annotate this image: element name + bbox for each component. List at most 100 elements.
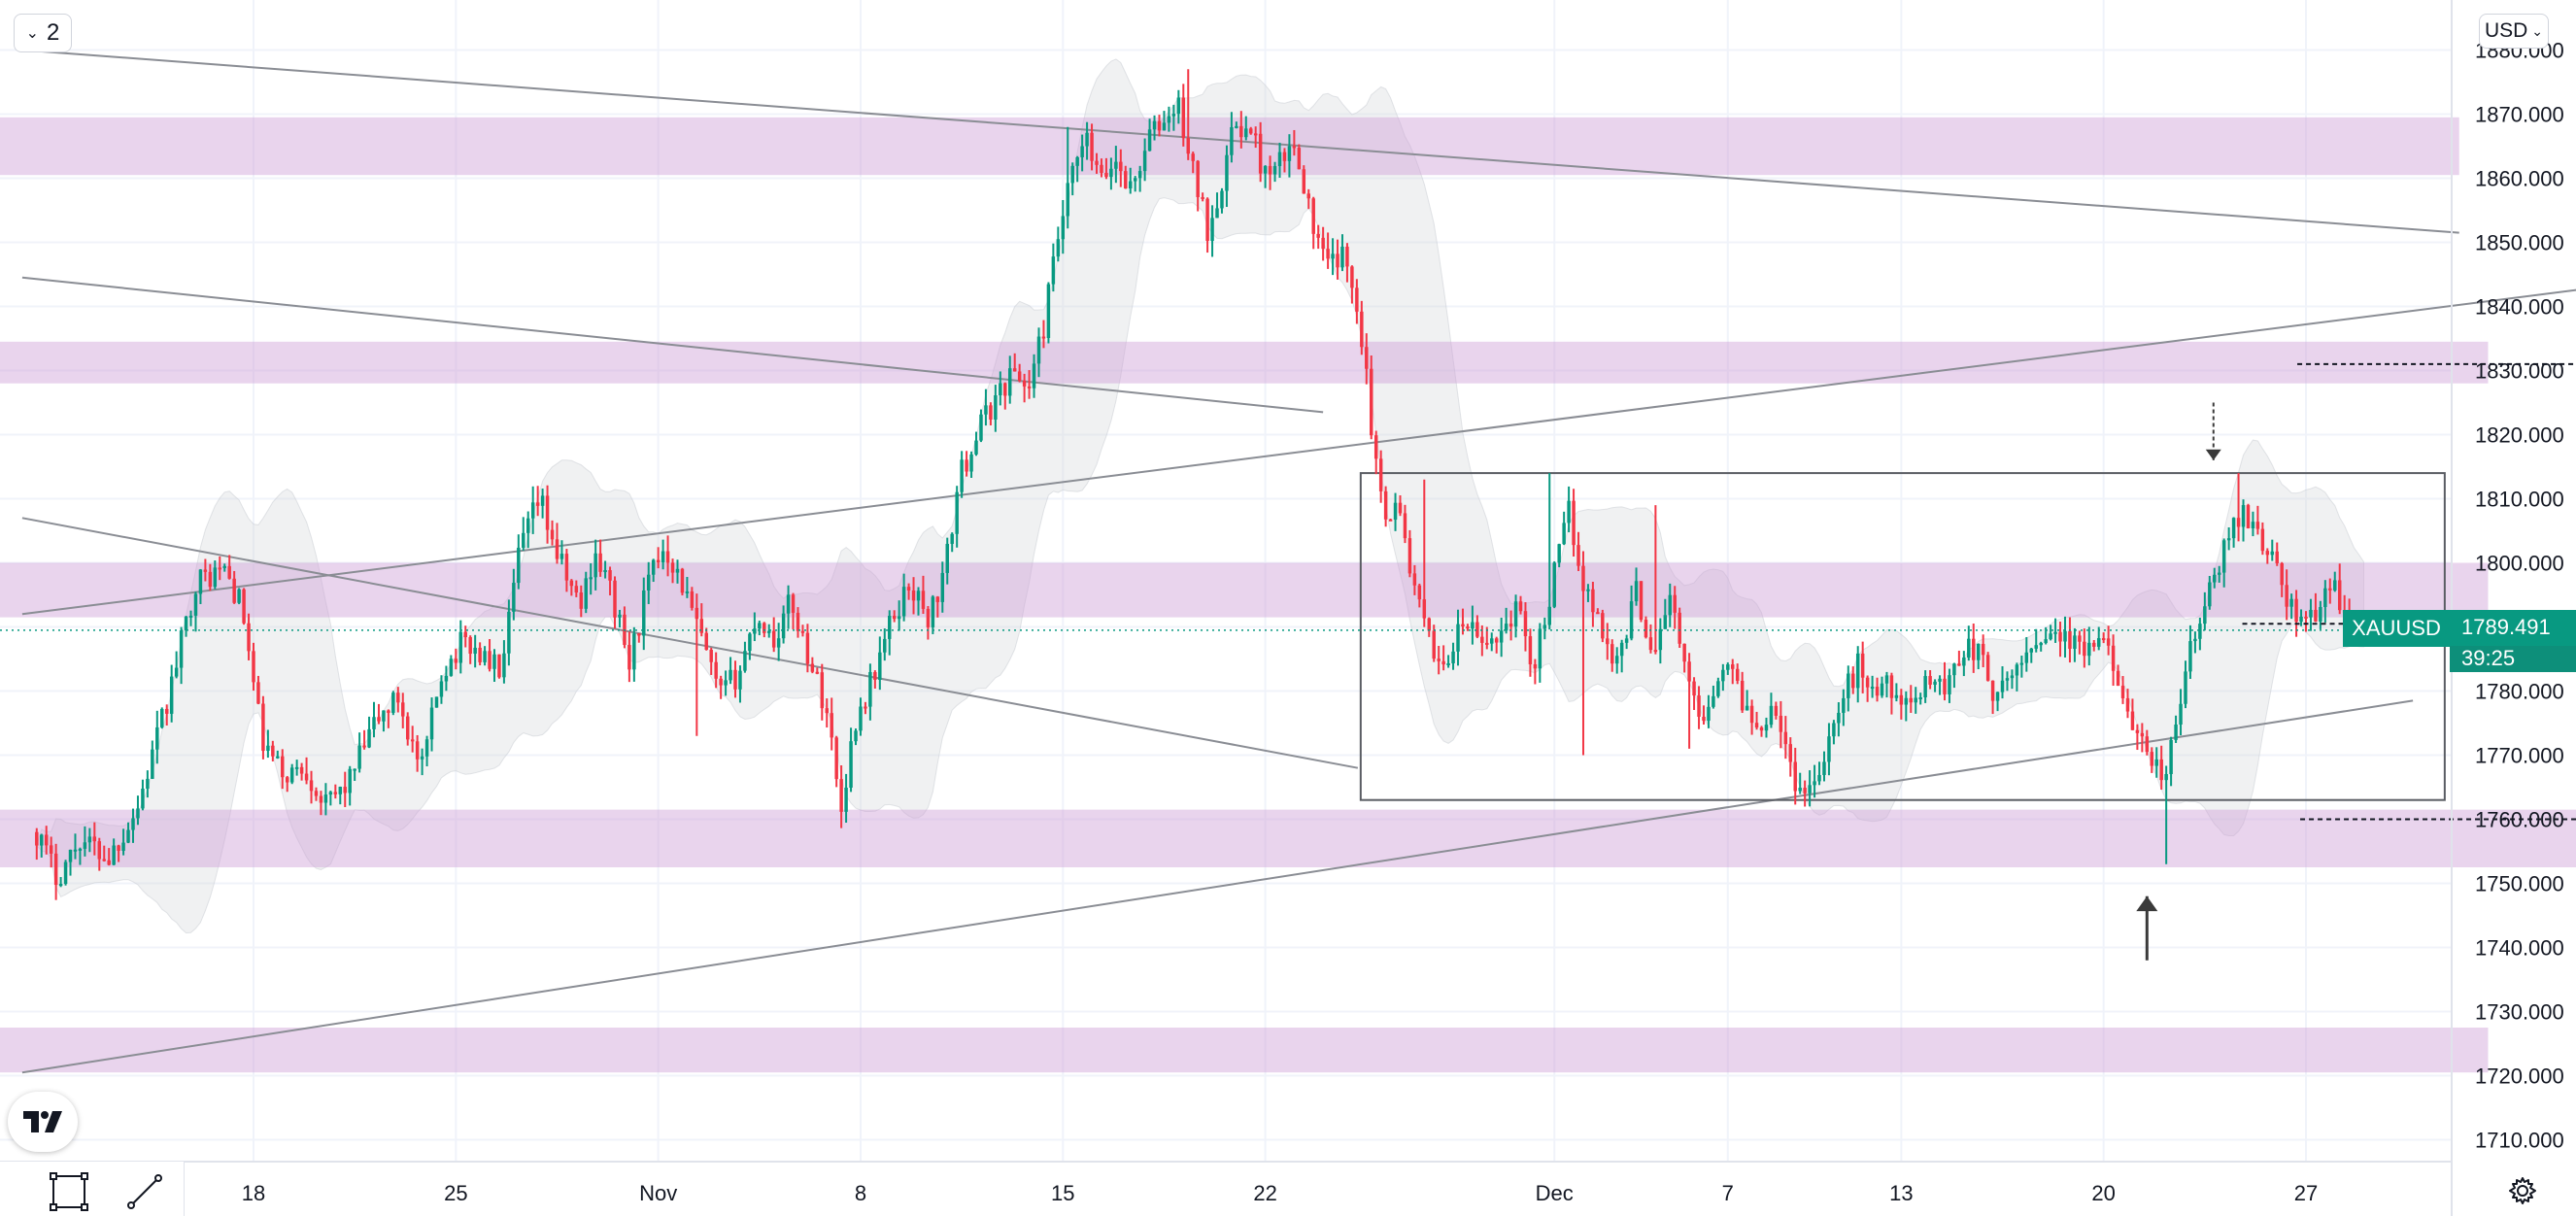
candle-body xyxy=(396,692,400,703)
candle-body xyxy=(35,831,39,846)
candle-body xyxy=(1471,622,1474,629)
candle xyxy=(107,848,111,866)
candle-body xyxy=(2319,606,2322,622)
candle-body xyxy=(637,633,641,636)
candle-body xyxy=(1918,697,1922,700)
candle xyxy=(497,654,501,679)
candle xyxy=(112,838,116,865)
candle-body xyxy=(2213,574,2217,583)
candle-body xyxy=(2323,588,2327,607)
candle-body xyxy=(401,702,405,717)
candle xyxy=(598,539,602,577)
candle xyxy=(2265,548,2270,564)
candle xyxy=(2241,499,2246,542)
candle xyxy=(1171,104,1176,131)
candle-body xyxy=(1378,458,1383,491)
candle xyxy=(1557,543,1561,568)
trendline[interactable] xyxy=(21,276,1324,414)
candle xyxy=(1870,675,1875,698)
candle-body xyxy=(1682,643,1686,662)
candle-body xyxy=(2270,551,2275,556)
candle xyxy=(348,765,352,806)
candle-body xyxy=(1793,761,1797,792)
candle-body xyxy=(1075,156,1079,166)
candle xyxy=(1370,355,1373,440)
candle xyxy=(999,371,1002,406)
candle xyxy=(1985,652,1990,682)
candle-body xyxy=(281,756,285,778)
candle xyxy=(545,485,550,544)
candle xyxy=(704,627,708,651)
candle-body xyxy=(1668,594,1673,616)
candle xyxy=(656,547,661,569)
candle xyxy=(323,783,328,816)
candle-body xyxy=(2333,580,2337,591)
candle-body xyxy=(1764,725,1769,731)
measure-icon[interactable] xyxy=(45,1171,93,1212)
gear-icon[interactable] xyxy=(2498,1171,2547,1210)
candle xyxy=(1976,643,1981,670)
candle xyxy=(2226,527,2231,551)
candle-body xyxy=(589,577,593,580)
candle xyxy=(97,837,102,871)
candle-body xyxy=(1287,146,1292,161)
interval-selector[interactable]: ⌄ 2 xyxy=(14,14,72,52)
candle xyxy=(984,388,988,426)
candle-body xyxy=(1070,165,1074,184)
candle xyxy=(1225,145,1229,208)
candle xyxy=(492,649,496,682)
candle-body xyxy=(97,841,102,860)
candle-body xyxy=(685,591,690,593)
candle-body xyxy=(921,591,926,609)
candle xyxy=(771,617,776,653)
candle xyxy=(1302,165,1306,194)
candle-body xyxy=(198,569,203,594)
candle xyxy=(2280,561,2284,597)
candle xyxy=(1085,121,1089,160)
candle xyxy=(117,844,120,862)
tradingview-logo-icon[interactable] xyxy=(8,1092,78,1152)
candle-body xyxy=(1870,687,1875,690)
trendline-icon[interactable] xyxy=(120,1171,169,1212)
candle-body xyxy=(1624,638,1629,643)
candle xyxy=(1875,677,1880,702)
candle xyxy=(1644,616,1648,639)
candle xyxy=(2319,600,2322,629)
trendline[interactable] xyxy=(21,517,1359,769)
candle-body xyxy=(603,570,607,573)
candle xyxy=(213,560,218,590)
candle-body xyxy=(1702,716,1706,722)
candle-body xyxy=(449,659,454,676)
candle-body xyxy=(289,767,294,783)
candle xyxy=(2049,625,2052,641)
candle-body xyxy=(1928,676,1932,685)
candle xyxy=(2337,563,2342,615)
candle xyxy=(2231,517,2236,548)
sr-zone xyxy=(0,1028,2489,1073)
candle-body xyxy=(2049,633,2052,640)
candle-body xyxy=(1370,368,1373,436)
candle xyxy=(396,687,400,713)
candle-body xyxy=(497,654,501,678)
candle-body xyxy=(353,768,356,771)
candle-body xyxy=(781,613,786,639)
candle xyxy=(1186,69,1190,160)
currency-selector[interactable]: USD ⌄ xyxy=(2479,14,2549,49)
candle-body xyxy=(1832,723,1836,737)
candles xyxy=(35,69,2366,900)
candle xyxy=(1562,511,1566,546)
candle-body xyxy=(1480,636,1484,643)
time-tick-label: 27 xyxy=(2294,1181,2318,1205)
candle xyxy=(1147,118,1152,152)
trendline[interactable] xyxy=(21,284,2576,616)
candle xyxy=(271,740,275,761)
candle xyxy=(1606,623,1610,660)
candle-body xyxy=(169,676,174,714)
candle-body xyxy=(294,766,299,769)
candle-body xyxy=(839,779,843,812)
candle xyxy=(1398,495,1403,517)
trendline[interactable] xyxy=(21,699,2414,1074)
candle xyxy=(1591,581,1595,627)
candle-body xyxy=(1373,435,1378,459)
